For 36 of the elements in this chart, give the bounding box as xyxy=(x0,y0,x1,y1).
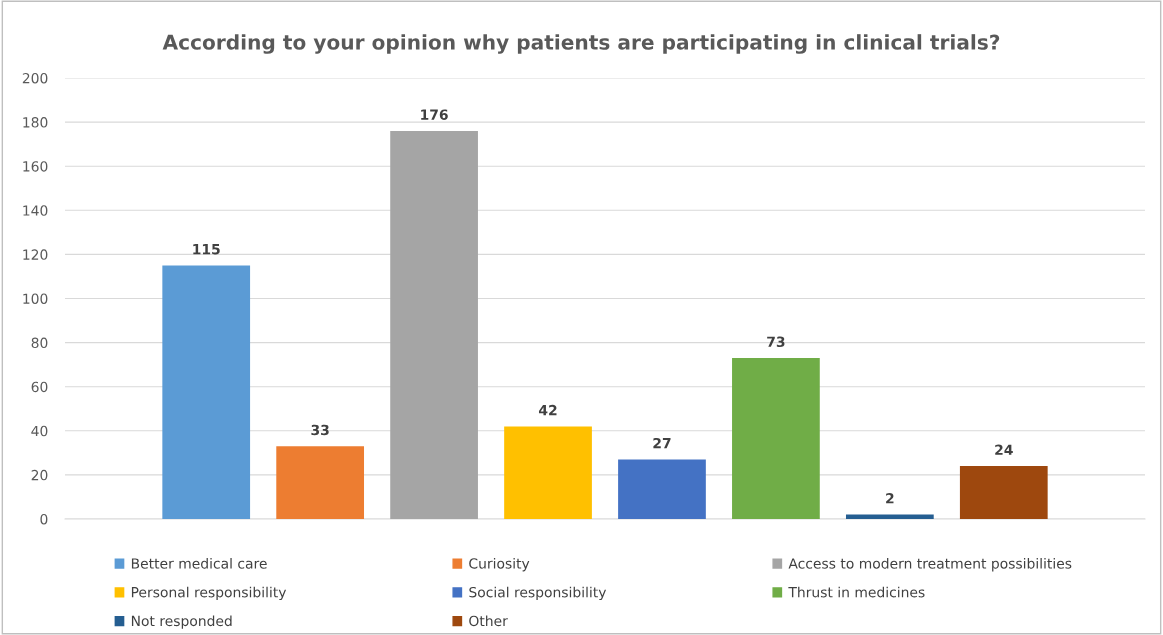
y-tick-label: 100 xyxy=(23,293,48,304)
y-tick-label: 20 xyxy=(31,469,48,481)
y-tick-label: 180 xyxy=(23,117,48,128)
bar xyxy=(276,446,365,519)
data-label: 2 xyxy=(886,493,894,504)
y-tick-label: 0 xyxy=(40,513,48,525)
bar xyxy=(845,514,934,519)
bar xyxy=(732,358,820,519)
legend-label: Thrust in medicines xyxy=(788,586,925,598)
legend-label: Access to modern treatment possibilities xyxy=(788,557,1072,572)
legend-label: Personal responsibility xyxy=(131,586,287,601)
data-label: 42 xyxy=(538,404,557,416)
bar xyxy=(504,426,592,519)
data-label: 176 xyxy=(421,109,448,120)
legend-label: Other xyxy=(469,615,508,627)
data-label: 27 xyxy=(653,437,671,449)
legend-label: Not responded xyxy=(131,615,232,629)
legend-label: Better medical care xyxy=(131,557,267,569)
bar xyxy=(390,130,478,519)
legend-label: Social responsibility xyxy=(469,586,607,601)
y-tick-label: 40 xyxy=(31,425,48,437)
y-tick-label: 140 xyxy=(23,205,48,216)
data-label: 73 xyxy=(767,336,785,348)
chart-title: According to your opinion why patients are participating in clinical trials? xyxy=(162,34,1000,54)
y-tick-label: 120 xyxy=(23,249,48,260)
data-label: 24 xyxy=(995,444,1013,455)
y-tick-label: 80 xyxy=(31,337,48,349)
legend-label: Curiosity xyxy=(469,557,530,572)
bar xyxy=(959,466,1048,519)
data-label: 33 xyxy=(311,424,329,436)
data-label: 115 xyxy=(193,244,220,255)
y-tick-label: 160 xyxy=(23,161,48,172)
y-tick-label: 60 xyxy=(31,381,48,393)
y-tick-label: 200 xyxy=(22,72,48,84)
bar xyxy=(618,459,706,519)
bar xyxy=(162,265,251,519)
